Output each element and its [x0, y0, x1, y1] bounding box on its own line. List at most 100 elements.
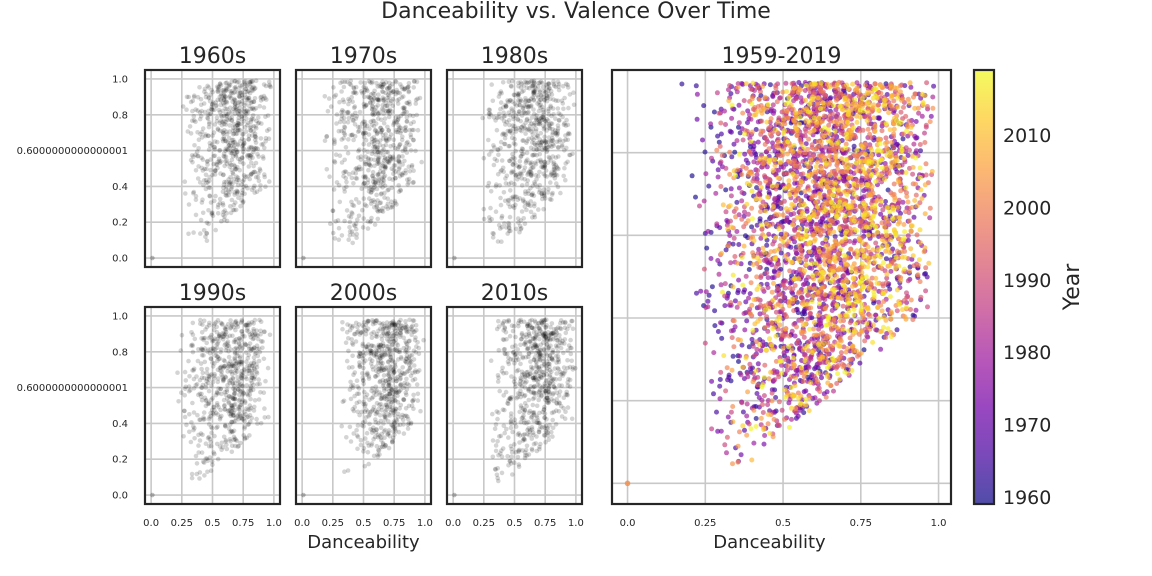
- data-point: [390, 378, 396, 383]
- data-point: [379, 179, 384, 185]
- data-point: [209, 107, 214, 112]
- data-point: [390, 204, 395, 210]
- data-point: [524, 443, 530, 449]
- data-point: [216, 376, 221, 381]
- data-point: [376, 150, 382, 155]
- data-point: [344, 329, 350, 335]
- data-point: [224, 179, 229, 185]
- data-point: [347, 98, 353, 103]
- data-point: [341, 136, 347, 141]
- data-point: [247, 98, 252, 103]
- data-point: [532, 391, 537, 396]
- data-point: [253, 125, 259, 131]
- data-point: [208, 439, 213, 445]
- data-point: [212, 167, 218, 173]
- data-point: [207, 455, 213, 460]
- data-point: [253, 78, 259, 84]
- data-point: [236, 156, 241, 162]
- data-point: [404, 119, 410, 124]
- data-point: [200, 210, 206, 216]
- data-point: [371, 112, 376, 118]
- data-point: [405, 426, 411, 431]
- data-point: [533, 161, 539, 167]
- data-point: [382, 326, 388, 331]
- data-point: [230, 181, 235, 186]
- data-point: [212, 147, 218, 152]
- data-point: [239, 415, 244, 421]
- data-point: [203, 94, 209, 100]
- data-point: [778, 206, 784, 211]
- data-point: [536, 146, 542, 151]
- data-point: [208, 200, 214, 205]
- data-point: [229, 118, 235, 123]
- data-point: [409, 164, 415, 170]
- data-point: [561, 350, 566, 356]
- data-point: [562, 320, 568, 326]
- data-point: [217, 160, 223, 166]
- data-point: [534, 403, 540, 409]
- data-point: [379, 106, 385, 112]
- data-point: [536, 207, 541, 212]
- data-point: [390, 96, 396, 102]
- data-point: [701, 103, 707, 109]
- data-point: [502, 407, 507, 413]
- data-point: [217, 128, 223, 134]
- data-point: [217, 200, 223, 206]
- data-point: [223, 106, 228, 112]
- data-point: [542, 433, 548, 438]
- data-point: [190, 349, 196, 355]
- data-point: [391, 347, 397, 353]
- data-point: [693, 83, 699, 89]
- data-point: [515, 394, 520, 400]
- data-point: [222, 103, 227, 108]
- data-point: [344, 179, 349, 185]
- data-point: [527, 339, 532, 345]
- data-point: [569, 318, 574, 324]
- data-point: [249, 133, 255, 138]
- data-point: [214, 103, 219, 108]
- data-point: [218, 97, 223, 102]
- data-point: [411, 168, 416, 173]
- data-point: [241, 177, 247, 182]
- data-point: [243, 82, 249, 88]
- data-point: [185, 129, 191, 134]
- data-point: [550, 377, 555, 383]
- data-point: [232, 207, 237, 213]
- data-point: [247, 403, 253, 408]
- data-point: [532, 180, 537, 185]
- data-point: [522, 165, 528, 170]
- data-point: [380, 79, 385, 84]
- data-point: [393, 390, 399, 395]
- data-point: [349, 114, 355, 120]
- data-point: [509, 169, 515, 174]
- data-point: [556, 117, 562, 123]
- data-point: [365, 371, 370, 377]
- data-point: [382, 183, 388, 189]
- data-point: [258, 319, 264, 325]
- data-point: [353, 197, 359, 202]
- data-point: [188, 343, 194, 348]
- data-point: [233, 166, 238, 171]
- data-point: [561, 106, 566, 112]
- data-point: [560, 373, 565, 378]
- data-point: [501, 131, 506, 136]
- data-point: [539, 363, 545, 369]
- data-point: [379, 89, 385, 94]
- data-point: [358, 353, 364, 359]
- data-point: [225, 147, 230, 152]
- data-point: [214, 337, 220, 342]
- data-point: [694, 116, 700, 122]
- data-point: [395, 101, 401, 106]
- data-point: [225, 140, 231, 145]
- data-point: [191, 114, 197, 119]
- data-point: [227, 422, 233, 427]
- data-point: [343, 175, 349, 181]
- data-point: [196, 443, 201, 448]
- data-point: [223, 80, 228, 86]
- data-point: [501, 110, 506, 115]
- data-point: [233, 368, 238, 373]
- data-point: [499, 213, 505, 219]
- data-point: [228, 150, 234, 156]
- data-point: [363, 332, 369, 337]
- data-point: [195, 358, 201, 364]
